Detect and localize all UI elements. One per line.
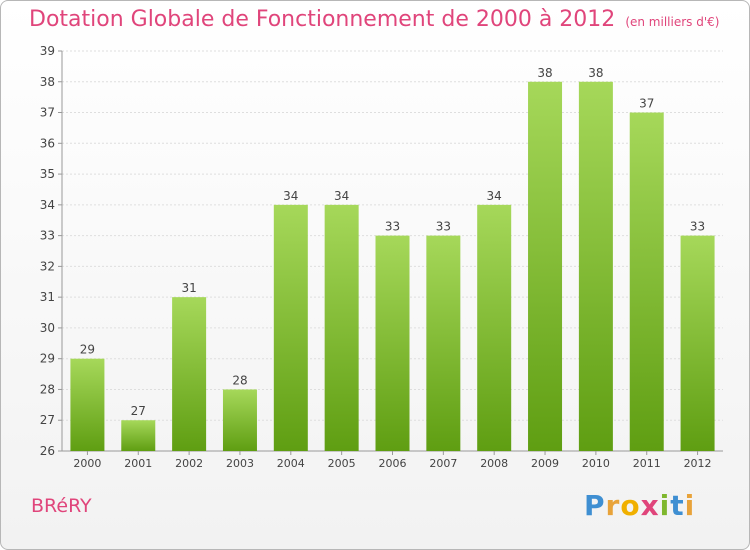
bar-2000 — [70, 358, 105, 451]
logo-letter: i — [659, 489, 671, 522]
y-tick-label: 33 — [40, 229, 55, 243]
chart-title: Dotation Globale de Fonctionnement de 20… — [29, 7, 719, 32]
x-tick-label: 2012 — [684, 457, 712, 470]
x-tick-label: 2007 — [429, 457, 457, 470]
bar-2008 — [477, 204, 512, 451]
y-tick-label: 39 — [40, 44, 55, 58]
commune-name: BRéRY — [31, 495, 92, 517]
bar-2005 — [324, 204, 359, 451]
bar-2004 — [273, 204, 308, 451]
bar-value-label: 31 — [181, 281, 196, 295]
y-tick-label: 27 — [40, 413, 55, 427]
proxiti-logo: Proxiti — [584, 489, 695, 522]
bar-value-label: 38 — [588, 66, 603, 80]
bar-2011 — [629, 112, 664, 452]
bar-2001 — [121, 420, 156, 451]
bar-value-label: 27 — [131, 404, 146, 418]
bar-value-label: 34 — [283, 189, 298, 203]
bar-value-label: 28 — [232, 373, 247, 387]
logo-letter: P — [584, 489, 606, 522]
logo-letter: o — [620, 489, 641, 522]
logo-letter: x — [640, 489, 660, 522]
x-tick-label: 2009 — [531, 457, 559, 470]
bar-2012 — [680, 235, 715, 451]
y-tick-label: 37 — [40, 106, 55, 120]
y-tick-label: 28 — [40, 382, 55, 396]
y-tick-label: 26 — [40, 444, 55, 458]
x-tick-label: 2000 — [73, 457, 101, 470]
bar-value-label: 33 — [690, 220, 705, 234]
bar-2007 — [426, 235, 461, 451]
bar-2009 — [528, 81, 563, 452]
y-tick-label: 34 — [40, 198, 55, 212]
x-tick-label: 2011 — [633, 457, 661, 470]
x-tick-label: 2008 — [480, 457, 508, 470]
bar-value-label: 37 — [639, 97, 654, 111]
bar-2003 — [222, 389, 257, 451]
bar-value-label: 33 — [436, 220, 451, 234]
x-tick-label: 2001 — [124, 457, 152, 470]
logo-letter: t — [670, 489, 685, 522]
bar-value-label: 38 — [537, 66, 552, 80]
bar-2006 — [375, 235, 410, 451]
x-tick-label: 2003 — [226, 457, 254, 470]
bar-2002 — [172, 297, 207, 451]
y-tick-label: 36 — [40, 136, 55, 150]
y-tick-label: 30 — [40, 321, 55, 335]
logo-letter: r — [605, 489, 621, 522]
chart-subtitle: (en milliers d'€) — [625, 15, 720, 29]
bar-value-label: 34 — [334, 189, 349, 203]
y-tick-label: 32 — [40, 259, 55, 273]
chart-title-main: Dotation Globale de Fonctionnement de 20… — [29, 7, 616, 32]
y-tick-label: 35 — [40, 167, 55, 181]
bar-2010 — [578, 81, 613, 452]
bar-value-label: 33 — [385, 220, 400, 234]
x-tick-label: 2005 — [328, 457, 356, 470]
x-tick-label: 2004 — [277, 457, 305, 470]
logo-letter: i — [684, 489, 696, 522]
bar-value-label: 29 — [80, 343, 95, 357]
x-tick-label: 2006 — [379, 457, 407, 470]
x-tick-label: 2010 — [582, 457, 610, 470]
x-tick-label: 2002 — [175, 457, 203, 470]
y-tick-label: 29 — [40, 352, 55, 366]
y-tick-label: 38 — [40, 75, 55, 89]
y-tick-label: 31 — [40, 290, 55, 304]
bar-value-label: 34 — [487, 189, 502, 203]
